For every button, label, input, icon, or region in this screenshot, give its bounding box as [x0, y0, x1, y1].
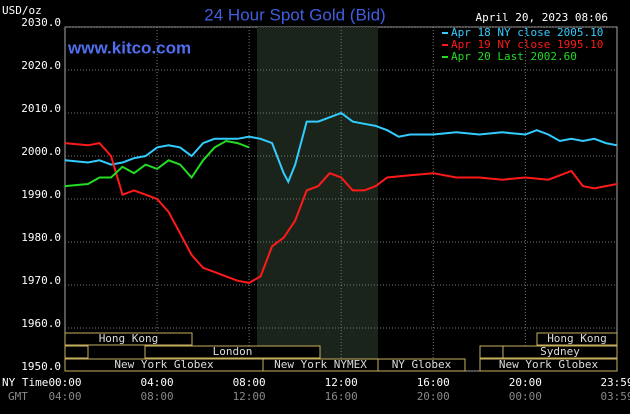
x-tick-label-gmt: 16:00: [325, 390, 358, 403]
x-tick-label: 16:00: [417, 376, 450, 389]
y-tick-label: 2020.0: [21, 59, 61, 72]
session-label: Hong Kong: [99, 332, 159, 345]
x-tick-label: 04:00: [141, 376, 174, 389]
price-line: [64, 142, 618, 284]
y-tick-label: 2030.0: [21, 16, 61, 29]
x-tick-label-gmt: 08:00: [141, 390, 174, 403]
chart-title: 24 Hour Spot Gold (Bid): [204, 5, 385, 24]
session-box: [144, 345, 321, 359]
y-tick-label: 2000.0: [21, 145, 61, 158]
y-tick-label: 1980.0: [21, 231, 61, 244]
session-box: [64, 332, 193, 346]
x-tick-label: 23:59: [600, 376, 630, 389]
session-box: [479, 345, 504, 359]
y-tick-label: 1990.0: [21, 188, 61, 201]
x-tick-label-gmt: 03:59: [600, 390, 630, 403]
session-label: New York Globex: [114, 358, 214, 371]
session-box: [502, 345, 618, 359]
session-box: [377, 358, 466, 372]
timestamp: April 20, 2023 08:06: [476, 11, 608, 24]
session-box: [64, 345, 89, 359]
session-label: New York NYMEX: [274, 358, 367, 371]
y-tick-label: 1950.0: [21, 360, 61, 373]
legend-label: Apr 19 NY close 1995.10: [451, 38, 603, 51]
x-tick-label-gmt: 04:00: [48, 390, 81, 403]
y-tick-label: 1970.0: [21, 274, 61, 287]
x-tick-label: 08:00: [233, 376, 266, 389]
price-line: [64, 139, 250, 188]
x-tick-label: 12:00: [325, 376, 358, 389]
session-label: NY Globex: [392, 358, 452, 371]
session-box: [479, 358, 618, 372]
legend-label: Apr 20 Last 2002.60: [451, 50, 577, 63]
x-tick-label-gmt: 00:00: [509, 390, 542, 403]
y-unit: USD/oz: [2, 4, 42, 17]
legend-label: Apr 18 NY close 2005.10: [451, 26, 603, 39]
y-tick-label: 2010.0: [21, 102, 61, 115]
x-tick-label-gmt: 12:00: [233, 390, 266, 403]
x-tick-label: 00:00: [48, 376, 81, 389]
session-label: Sydney: [540, 345, 580, 358]
session-label: Hong Kong: [547, 332, 607, 345]
x-tick-label: 20:00: [509, 376, 542, 389]
price-line: [64, 111, 618, 185]
x-row-label: GMT: [8, 390, 28, 403]
session-label: New York Globex: [499, 358, 599, 371]
x-row-label: NY Time: [2, 376, 48, 389]
watermark: www.kitco.com: [67, 38, 191, 57]
x-tick-label-gmt: 20:00: [417, 390, 450, 403]
session-box: [536, 332, 618, 346]
session-label: London: [213, 345, 253, 358]
y-tick-label: 1960.0: [21, 317, 61, 330]
